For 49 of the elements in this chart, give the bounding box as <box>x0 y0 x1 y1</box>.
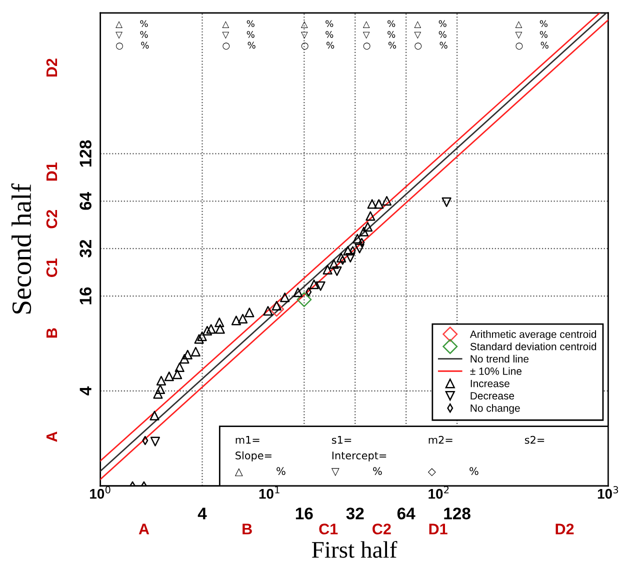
annotation: Slope= <box>236 451 272 462</box>
legend-label: Standard deviation centroid <box>470 342 596 350</box>
annotation: m2= <box>428 436 452 444</box>
ref-line-label: 128 <box>444 508 470 520</box>
y-tick-label: 128 <box>80 140 92 167</box>
annotation: △ % ▽ % ○ % <box>414 20 448 50</box>
text: D2 <box>556 524 574 534</box>
y-tick-label: 16 <box>80 287 92 304</box>
ref-line-label: 16 <box>296 508 313 520</box>
text: C1 <box>46 258 58 277</box>
legend-label: No trend line <box>470 354 529 363</box>
annotation: △ % ▽ % ○ % <box>515 20 548 50</box>
annotation: △ % ▽ % ○ % <box>116 20 149 50</box>
legend-label: Arithmetic average centroid <box>470 330 596 340</box>
legend-label: Decrease <box>470 392 514 400</box>
text: D1 <box>429 524 448 534</box>
text: C1 <box>319 524 338 534</box>
legend-label: ± 10% Line <box>470 367 522 375</box>
y-tick-label: 32 <box>80 240 92 258</box>
text: D1 <box>46 162 58 181</box>
annotation: Intercept= <box>332 452 386 462</box>
x-tick-label: 10$^{1}$ <box>259 486 280 499</box>
annotation: ▽ % <box>331 467 382 476</box>
text: A <box>46 432 58 442</box>
x-axis-title: First half <box>312 540 398 558</box>
annotation: △ % ▽ % ○ % <box>222 20 256 50</box>
annotation: ◇ % <box>428 467 478 476</box>
text: C2 <box>372 524 391 534</box>
y-tick-label: 4 <box>80 386 92 396</box>
annotation: △ % <box>234 467 286 476</box>
text: D2 <box>46 58 58 77</box>
text: C2 <box>46 210 58 228</box>
text: B <box>242 524 252 534</box>
y-axis-title: Second half <box>11 183 32 314</box>
legend-label: Increase <box>470 380 510 388</box>
annotation: s2= <box>524 436 544 444</box>
annotation: △ % ▽ % ○ % <box>300 20 334 50</box>
x-tick-label: 10$^{0}$ <box>90 486 110 499</box>
text: B <box>46 328 58 338</box>
ref-line-label: 32 <box>346 508 364 520</box>
y-tick-label: 64 <box>80 192 92 210</box>
legend-label: No change <box>470 404 520 414</box>
ref-line-label: 64 <box>397 508 416 520</box>
annotation: m1= <box>236 436 260 444</box>
annotation: △ % ▽ % ○ % <box>362 20 396 50</box>
ref-line-label: 4 <box>198 508 207 520</box>
text: A <box>138 524 150 534</box>
annotation: s1= <box>332 436 352 444</box>
x-tick-label: 10$^{3}$ <box>598 486 618 499</box>
